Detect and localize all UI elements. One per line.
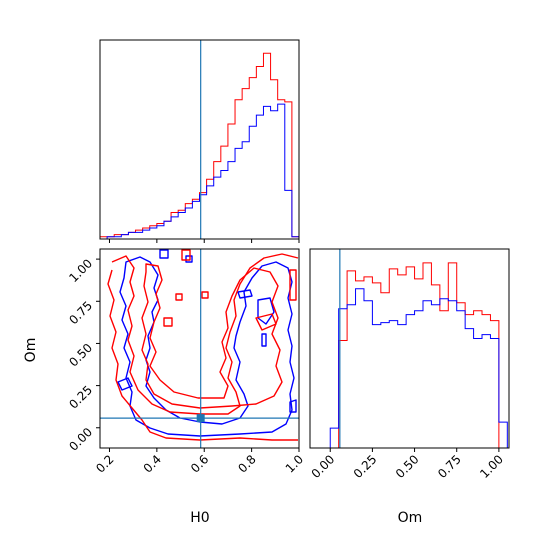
joint-contour-panel: 0.2 0.4 0.6 0.8 1.0 0.000.250.500.751.00 H0 … <box>23 248 306 526</box>
h0-tick-label-0: 0.2 <box>93 452 116 475</box>
om-y-tick-label-3: 0.75 <box>66 299 95 328</box>
h0-tick-label-3: 0.8 <box>235 452 258 475</box>
h0-tick-label-4: 1.0 <box>283 452 306 475</box>
om-x-tick-label-1: 0.25 <box>351 452 380 481</box>
om-histogram-red <box>321 262 508 449</box>
red-contour-0 <box>111 253 299 415</box>
h0-tick-label-2: 0.6 <box>188 452 211 475</box>
om-y-tick-label-1: 0.25 <box>66 383 95 412</box>
om-histogram-panel: 0.00 0.25 0.50 0.75 1.00 Om <box>309 248 510 526</box>
om-y-tick-label-2: 0.50 <box>66 341 95 370</box>
red-contour-8 <box>181 249 191 261</box>
om-histogram-blue-steps <box>321 288 508 449</box>
om-x-tick-label-0: 0.00 <box>309 452 338 481</box>
h0-histogram-red-steps <box>99 52 300 239</box>
red-contour-1 <box>107 269 298 441</box>
h0-histogram-blue <box>100 103 300 240</box>
red-contour-4 <box>175 293 183 301</box>
red-contours <box>107 249 299 441</box>
red-contour-5 <box>163 317 173 327</box>
om-x-tick-label-4: 1.00 <box>477 452 506 481</box>
om-y-axis: 0.00 0.25 0.50 0.75 1.00 <box>66 256 100 454</box>
red-contour-2 <box>141 263 283 409</box>
h0-histogram-ticks <box>108 239 300 243</box>
truth-marker <box>196 414 205 423</box>
blue-contour-6 <box>261 333 267 347</box>
om-axis-label: Om <box>23 338 39 363</box>
om-y-tick-label-4: 1.00 <box>66 256 95 285</box>
blue-contour-0 <box>119 256 295 437</box>
h0-x-axis: 0.2 0.4 0.6 0.8 1.0 <box>93 448 306 476</box>
blue-contour-3 <box>237 289 253 299</box>
h0-histogram-blue-steps <box>100 103 300 240</box>
h0-histogram-panel <box>99 39 300 243</box>
blue-contour-5 <box>289 399 297 413</box>
om-y-tick-label-0: 0.00 <box>66 425 95 454</box>
h0-tick-label-1: 0.4 <box>141 452 164 475</box>
om-histogram-blue <box>321 288 508 449</box>
blue-contour-1 <box>257 297 275 325</box>
om-x-axis: 0.00 0.25 0.50 0.75 1.00 <box>309 448 506 481</box>
h0-histogram-red <box>99 52 300 239</box>
h0-histogram-frame <box>99 39 300 240</box>
blue-contour-7 <box>185 255 193 263</box>
red-contour-3 <box>255 313 277 331</box>
om-x-tick-label-2: 0.50 <box>393 452 422 481</box>
h0-axis-label: H0 <box>190 510 209 526</box>
om-x-axis-label: Om <box>398 510 423 526</box>
blue-contour-2 <box>117 377 133 391</box>
red-contour-6 <box>201 291 209 299</box>
om-x-tick-label-3: 0.75 <box>435 452 464 481</box>
joint-frame <box>99 248 300 449</box>
om-histogram-red-steps <box>321 262 508 449</box>
om-histogram-frame <box>309 248 510 449</box>
red-contour-7 <box>289 269 297 301</box>
blue-contour-4 <box>159 249 169 259</box>
